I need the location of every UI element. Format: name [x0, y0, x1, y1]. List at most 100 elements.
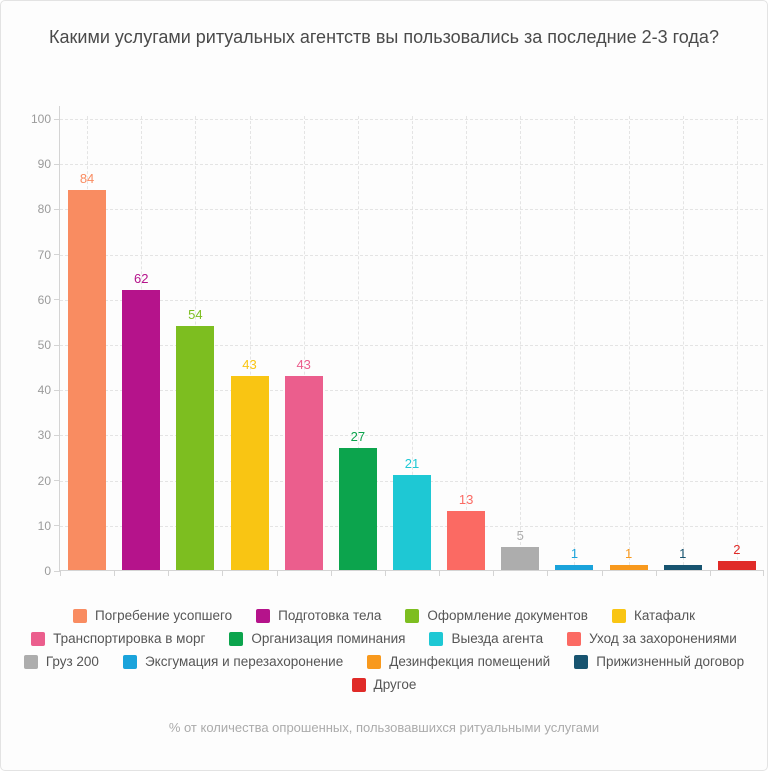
legend-item-9[interactable]: Груз 200 [23, 654, 99, 669]
y-axis-tick-label: 80 [37, 202, 51, 217]
bar-13[interactable] [717, 560, 756, 570]
bar-10[interactable] [555, 565, 594, 570]
x-axis-tick [439, 570, 441, 576]
bar-1[interactable] [68, 190, 107, 570]
bar-12[interactable] [663, 565, 702, 570]
legend-label: Груз 200 [45, 654, 99, 669]
bar-value-label: 13 [458, 492, 474, 508]
legend-label: Прижизненный договор [596, 654, 745, 669]
chart-footnote: % от количества опрошенных, пользовавших… [168, 720, 600, 735]
gridline-vertical [628, 116, 630, 570]
bar-value-label: 27 [350, 428, 366, 444]
legend-swatch [574, 654, 589, 669]
gridline-vertical [574, 116, 576, 570]
legend-item-2[interactable]: Подготовка тела [256, 608, 381, 623]
bar-value-label: 84 [79, 171, 95, 187]
y-axis-tick [54, 344, 60, 346]
legend-label: Уход за захоронениями [589, 631, 737, 646]
gridline-vertical [736, 116, 738, 570]
legend-item-7[interactable]: Выезда агента [429, 631, 543, 646]
y-axis-tick-label: 20 [37, 473, 51, 488]
y-axis-tick [54, 570, 60, 572]
bar-value-label: 1 [570, 546, 579, 562]
gridline-horizontal [60, 345, 763, 346]
bar-value-label: 43 [296, 356, 311, 372]
bar-8[interactable] [447, 511, 486, 570]
chart-title: Какими услугами ритуальных агентств вы п… [49, 27, 719, 47]
legend-label: Подготовка тела [278, 608, 382, 623]
y-axis-tick [54, 434, 60, 436]
gridline-horizontal [60, 164, 763, 166]
x-axis-tick [276, 570, 278, 576]
y-axis-tick-label: 50 [37, 338, 51, 352]
legend-item-4[interactable]: Катафалк [611, 608, 695, 623]
y-axis-tick-label: 30 [37, 428, 51, 443]
bar-11[interactable] [609, 565, 648, 570]
y-axis-tick [54, 118, 60, 120]
legend-item-6[interactable]: Организация поминания [229, 631, 405, 646]
legend-label: Другое [373, 677, 417, 692]
legend-label: Погребение усопшего [95, 608, 233, 623]
legend-swatch [122, 654, 137, 669]
x-axis-tick [709, 570, 711, 576]
x-axis-tick [222, 570, 224, 576]
gridline-horizontal [60, 119, 763, 120]
legend-label: Организация поминания [251, 631, 406, 646]
legend-swatch [256, 608, 271, 623]
legend-swatch [351, 677, 366, 692]
legend-label: Выезда агента [451, 631, 544, 646]
gridline-horizontal [60, 299, 763, 301]
bar-3[interactable] [176, 325, 215, 570]
legend-label: Дезинфекция помещений [389, 654, 551, 669]
legend-item-13[interactable]: Другое [351, 677, 417, 692]
x-axis-tick [601, 570, 603, 576]
legend-swatch [23, 654, 38, 669]
x-axis-tick [547, 570, 549, 576]
bar-4[interactable] [230, 375, 269, 570]
legend-item-3[interactable]: Оформление документов [405, 608, 588, 623]
gridline-vertical [682, 116, 684, 570]
y-axis-tick-label: 40 [37, 383, 51, 398]
legend-item-10[interactable]: Эксгумация и перезахоронение [122, 654, 344, 669]
y-axis-tick [54, 389, 60, 391]
legend-swatch [429, 631, 444, 646]
legend: Погребение усопшего Подготовка тела Оформл… [23, 608, 745, 692]
legend-swatch [73, 608, 87, 623]
y-axis-tick-label: 70 [37, 247, 51, 262]
gridline-vertical [520, 116, 522, 570]
y-axis-tick [54, 299, 60, 301]
y-axis-tick-label: 10 [37, 518, 51, 533]
bar-value-label: 2 [733, 541, 741, 557]
gridline-horizontal [60, 435, 763, 437]
gridline-vertical [466, 116, 468, 570]
gridline-vertical [303, 116, 305, 570]
x-axis-tick [655, 570, 657, 576]
bar-value-label: 62 [133, 270, 149, 286]
bar-5[interactable] [284, 375, 323, 570]
legend-swatch [31, 631, 46, 646]
gridline-vertical [357, 116, 359, 570]
y-axis-tick-label: 60 [37, 292, 51, 307]
bar-7[interactable] [393, 475, 431, 570]
legend-label: Транспортировка в морг [53, 631, 206, 646]
legend-item-12[interactable]: Прижизненный договор [574, 654, 744, 669]
y-axis-tick [54, 480, 60, 482]
bar-2[interactable] [122, 289, 161, 570]
y-axis-tick-label: 100 [30, 112, 51, 126]
bar-6[interactable] [338, 447, 377, 570]
legend-swatch [367, 654, 382, 669]
legend-label: Эксгумация и перезахоронение [144, 654, 344, 669]
bar-9[interactable] [501, 547, 540, 570]
x-axis-tick [763, 570, 764, 576]
legend-item-5[interactable]: Транспортировка в морг [31, 631, 205, 646]
legend-swatch [229, 631, 244, 646]
y-axis-tick-label: 90 [37, 157, 51, 172]
gridline-vertical [412, 116, 413, 570]
legend-item-11[interactable]: Дезинфекция помещений [367, 654, 550, 669]
gridline-horizontal [60, 254, 763, 256]
legend-item-8[interactable]: Уход за захоронениями [567, 631, 737, 646]
legend-swatch [567, 631, 582, 646]
legend-item-1[interactable]: Погребение усопшего [73, 608, 232, 623]
legend-label: Катафалк [633, 608, 695, 623]
